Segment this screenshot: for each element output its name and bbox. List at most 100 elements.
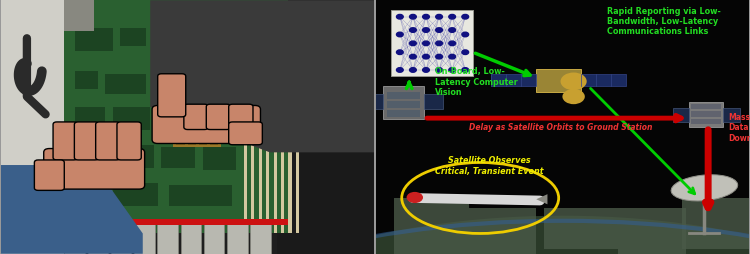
Bar <box>202 107 236 130</box>
Polygon shape <box>1 165 142 254</box>
Text: On-Board, Low-
Latency Computer
Vision: On-Board, Low- Latency Computer Vision <box>435 67 518 97</box>
Bar <box>176 124 184 130</box>
FancyBboxPatch shape <box>184 104 209 130</box>
Bar <box>387 110 421 117</box>
Bar <box>692 104 722 109</box>
Bar <box>424 94 442 109</box>
Bar <box>199 28 225 46</box>
Bar <box>199 124 207 130</box>
Bar <box>274 5 277 233</box>
Bar <box>210 116 218 122</box>
Circle shape <box>397 50 404 55</box>
Bar <box>689 102 723 127</box>
Bar <box>64 0 289 233</box>
FancyBboxPatch shape <box>206 104 230 130</box>
Bar <box>64 219 289 225</box>
Bar <box>158 223 178 254</box>
Bar <box>76 145 106 165</box>
Bar <box>266 5 269 233</box>
FancyBboxPatch shape <box>53 122 77 160</box>
Text: Massive
Data
Download: Massive Data Download <box>729 113 750 143</box>
Circle shape <box>560 72 586 90</box>
Bar <box>202 69 236 91</box>
Bar <box>296 5 299 233</box>
FancyBboxPatch shape <box>229 104 253 130</box>
Bar <box>469 208 536 254</box>
Bar <box>251 5 254 233</box>
Text: Satellite Observes
Critical, Transient Event: Satellite Observes Critical, Transient E… <box>435 156 544 176</box>
Bar <box>64 0 94 31</box>
Bar <box>210 139 218 145</box>
Ellipse shape <box>671 175 738 201</box>
Circle shape <box>410 41 416 46</box>
Bar <box>188 132 196 137</box>
Circle shape <box>448 41 455 46</box>
Bar <box>116 145 154 168</box>
FancyBboxPatch shape <box>158 74 186 117</box>
Bar <box>387 101 421 108</box>
Bar <box>387 92 421 99</box>
Circle shape <box>410 14 416 19</box>
FancyBboxPatch shape <box>34 160 64 190</box>
Bar <box>244 5 247 233</box>
Bar <box>199 139 207 145</box>
Circle shape <box>397 32 404 37</box>
Circle shape <box>436 68 442 72</box>
Bar <box>251 223 271 254</box>
Circle shape <box>436 54 442 59</box>
Circle shape <box>462 50 469 55</box>
FancyBboxPatch shape <box>96 122 120 160</box>
Bar <box>536 69 581 91</box>
Bar <box>544 208 619 249</box>
Bar <box>204 223 224 254</box>
Bar <box>111 223 131 254</box>
Bar <box>289 5 292 233</box>
Circle shape <box>423 28 429 32</box>
Bar <box>391 10 472 76</box>
Bar <box>619 208 686 254</box>
Bar <box>76 107 106 127</box>
Bar <box>259 5 262 233</box>
Bar <box>176 139 184 145</box>
Bar <box>158 71 191 91</box>
Bar <box>227 223 248 254</box>
Bar <box>210 124 218 130</box>
Bar <box>673 108 689 122</box>
Circle shape <box>423 54 429 59</box>
Bar <box>581 74 626 86</box>
Circle shape <box>397 14 404 19</box>
Bar <box>76 28 112 51</box>
Bar <box>106 74 146 94</box>
Circle shape <box>410 28 416 32</box>
Text: Rapid Reporting via Low-
Bandwidth, Low-Latency
Communications Links: Rapid Reporting via Low- Bandwidth, Low-… <box>608 7 721 36</box>
Bar <box>169 185 232 205</box>
Bar <box>172 114 221 147</box>
Circle shape <box>448 14 455 19</box>
Bar <box>281 5 284 233</box>
Bar <box>394 198 469 254</box>
Bar <box>188 139 196 145</box>
Bar <box>1 0 64 254</box>
Circle shape <box>462 14 469 19</box>
Bar <box>199 132 207 137</box>
Circle shape <box>423 14 429 19</box>
Bar <box>134 223 154 254</box>
FancyBboxPatch shape <box>74 122 99 160</box>
Circle shape <box>448 28 455 32</box>
Circle shape <box>436 28 442 32</box>
Bar <box>692 111 722 117</box>
Circle shape <box>436 41 442 46</box>
Circle shape <box>448 54 455 59</box>
FancyBboxPatch shape <box>152 105 260 144</box>
Bar <box>364 94 383 109</box>
Bar <box>120 28 146 46</box>
Circle shape <box>406 192 423 203</box>
Bar <box>161 147 195 168</box>
Bar <box>181 223 201 254</box>
Bar <box>682 198 749 249</box>
Ellipse shape <box>152 216 750 254</box>
Bar <box>188 116 196 122</box>
FancyBboxPatch shape <box>117 122 141 160</box>
Bar <box>199 116 207 122</box>
Circle shape <box>410 54 416 59</box>
